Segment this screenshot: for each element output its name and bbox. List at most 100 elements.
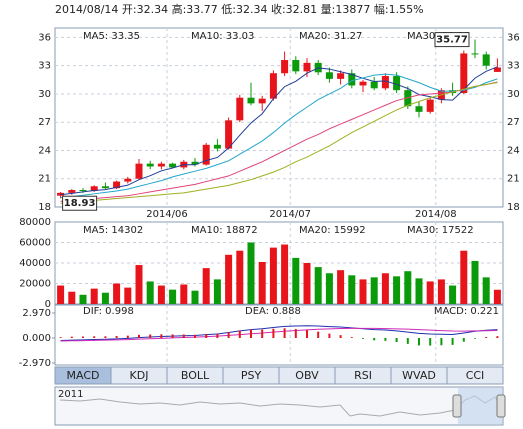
navigator-handle[interactable] xyxy=(496,394,506,418)
y-tick-label: 30 xyxy=(38,89,51,100)
volume-bar xyxy=(79,294,87,304)
volume-bar xyxy=(191,290,199,304)
y-tick-label: 2.970 xyxy=(22,308,51,319)
ma-line xyxy=(60,82,498,204)
volume-bar xyxy=(303,263,311,304)
candle-body xyxy=(269,73,277,99)
max-label: 35.77 xyxy=(436,35,468,46)
indicator-tab[interactable] xyxy=(446,366,504,385)
volume-bar xyxy=(482,277,490,304)
candle-body xyxy=(460,53,468,94)
volume-bar xyxy=(381,273,389,304)
header-quote: 2014/08/14 开:32.34 高:33.77 低:32.34 收:32.… xyxy=(55,2,424,16)
volume-bar xyxy=(404,271,412,304)
macd-legend: DIF: 0.998 xyxy=(83,306,134,317)
navigator-handle[interactable] xyxy=(452,394,462,418)
volume-legend: MA10: 18872 xyxy=(191,225,258,236)
macd-frame xyxy=(54,304,504,366)
macd-line xyxy=(60,327,498,342)
candle-body xyxy=(213,144,221,149)
y-tick-label: 27 xyxy=(38,117,51,128)
candle-body xyxy=(113,181,121,189)
x-tick-label: 2014/07 xyxy=(269,209,311,220)
candle-body xyxy=(191,161,199,165)
y-tick-label: 24 xyxy=(507,145,520,156)
y-tick-label: 27 xyxy=(507,117,520,128)
legend-entry: MA10: 33.03 xyxy=(191,31,254,42)
y-tick-label: 40000 xyxy=(19,258,51,269)
legend-entry: MA5: 33.35 xyxy=(83,31,140,42)
indicator-tab-label[interactable]: PSY xyxy=(241,369,262,382)
volume-bar xyxy=(471,260,479,304)
indicator-tab-label[interactable]: MACD xyxy=(67,369,100,382)
volume-bar xyxy=(236,250,244,304)
volume-bar xyxy=(449,285,457,304)
volume-legend: MA5: 14302 xyxy=(83,225,143,236)
volume-bar xyxy=(460,250,468,304)
candle-body xyxy=(202,144,210,165)
candle-body xyxy=(359,81,367,86)
candle-body xyxy=(169,163,177,168)
min-label-box xyxy=(62,195,98,211)
candle-body xyxy=(426,99,434,112)
candle-body xyxy=(157,163,165,167)
y-tick-label: 24 xyxy=(38,145,51,156)
candle-body xyxy=(482,54,490,66)
indicator-tab-label[interactable]: CCI xyxy=(466,369,485,382)
candle-body xyxy=(370,81,378,89)
volume-bar xyxy=(370,277,378,304)
volume-bar xyxy=(337,270,345,304)
candle-body xyxy=(146,163,154,167)
candle-body xyxy=(79,190,87,192)
candle-body xyxy=(381,76,389,89)
candle-body xyxy=(236,97,244,121)
y-tick-label: 21 xyxy=(38,174,51,185)
volume-bar xyxy=(135,265,143,304)
volume-bar xyxy=(258,261,266,304)
indicator-tab-label[interactable]: WVAD xyxy=(402,369,436,382)
volume-bar xyxy=(325,273,333,304)
volume-bar xyxy=(359,279,367,304)
price-frame xyxy=(54,27,504,208)
x-tick-label: 2014/08 xyxy=(415,209,457,220)
volume-bar xyxy=(292,257,300,304)
volume-bar xyxy=(169,289,177,304)
macd-legend: DEA: 0.888 xyxy=(245,306,301,317)
candle-body xyxy=(415,106,423,112)
y-tick-label: 36 xyxy=(38,32,51,43)
y-tick-label: 18 xyxy=(507,202,520,213)
y-tick-label: 33 xyxy=(507,61,520,72)
volume-bar xyxy=(393,276,401,304)
volume-bar xyxy=(101,292,109,304)
y-tick-label: 33 xyxy=(38,61,51,72)
candle-body xyxy=(348,73,356,86)
navigator-window[interactable] xyxy=(458,388,502,424)
volume-bar xyxy=(202,268,210,304)
volume-bar xyxy=(281,244,289,304)
candle-body xyxy=(68,190,76,193)
navigator-label: 2011 xyxy=(58,389,83,400)
navigator xyxy=(54,386,504,426)
indicator-tab-label[interactable]: KDJ xyxy=(130,369,149,382)
volume-bar xyxy=(180,284,188,304)
y-tick-label: 30 xyxy=(507,89,520,100)
y-tick-label: 18 xyxy=(38,202,51,213)
candle-body xyxy=(493,67,501,72)
y-tick-label: 80000 xyxy=(19,217,51,228)
candle-body xyxy=(124,178,132,182)
indicator-tab-label[interactable]: BOLL xyxy=(181,369,210,382)
plot-layer: 2014/06 2014/07 2014/08 18 18 21 21 24 24 27 27 30 3… xyxy=(19,28,520,385)
y-tick-label: 0.000 xyxy=(22,333,51,344)
volume-bar xyxy=(426,281,434,304)
volume-bar xyxy=(90,288,98,304)
candle-body xyxy=(225,120,233,149)
indicator-tab-label[interactable]: OBV xyxy=(295,369,319,382)
ma-line xyxy=(60,73,498,199)
y-tick-label: 20000 xyxy=(19,279,51,290)
volume-bar xyxy=(213,279,221,304)
volume-bar xyxy=(493,289,501,304)
candle-body xyxy=(471,53,479,55)
indicator-tab-label[interactable]: RSI xyxy=(354,369,372,382)
min-label: 18.93 xyxy=(64,198,96,209)
